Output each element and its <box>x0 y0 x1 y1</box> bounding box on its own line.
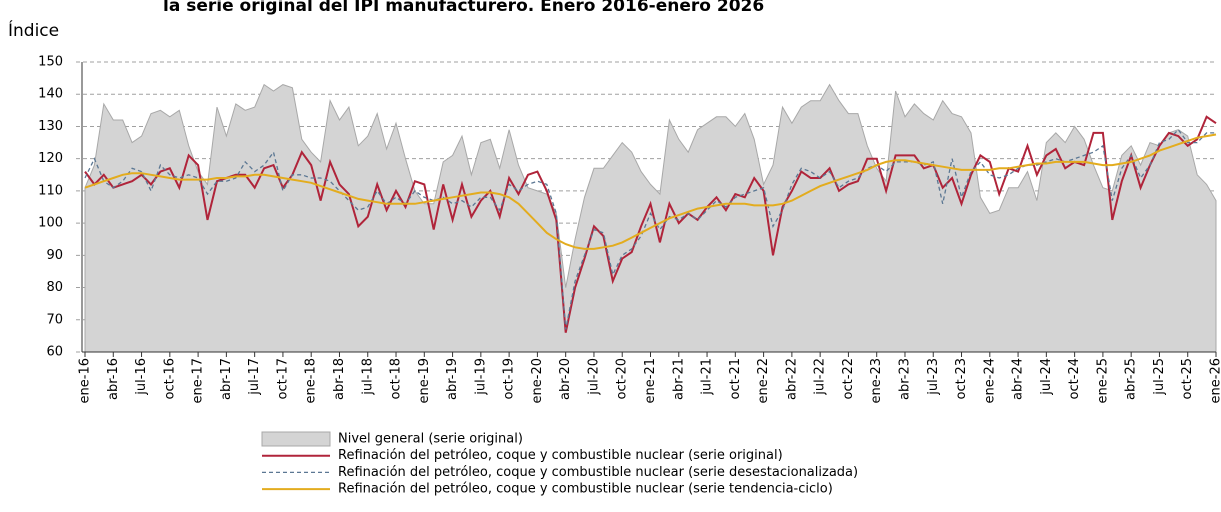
x-tick-label: jul-18 <box>360 358 375 396</box>
y-tick-label: 100 <box>38 216 63 231</box>
x-tick-label: jul-25 <box>1152 358 1167 396</box>
x-tick-label: jul-23 <box>926 358 941 396</box>
x-tick-label: abr-21 <box>671 358 686 400</box>
x-tick-label: ene-16 <box>78 358 93 403</box>
area <box>84 83 1217 353</box>
line <box>84 128 1216 330</box>
x-tick-label: jul-21 <box>700 358 715 396</box>
legend-label: Refinación del petróleo, coque y combust… <box>338 465 858 480</box>
x-tick-label: jul-24 <box>1039 358 1054 396</box>
legend-label: Refinación del petróleo, coque y combust… <box>338 482 833 497</box>
x-tick-label: oct-25 <box>1180 358 1195 399</box>
x-tick-label: abr-18 <box>332 358 347 400</box>
y-tick-label: 140 <box>38 87 63 102</box>
x-tick-label: abr-16 <box>106 358 121 400</box>
x-tick-label: oct-16 <box>162 358 177 399</box>
x-tick-label: oct-24 <box>1067 358 1082 399</box>
x-tick-label: jul-16 <box>134 358 149 396</box>
x-tick-label: oct-23 <box>954 358 969 399</box>
x-tick-label: ene-21 <box>643 358 658 403</box>
x-tick-label: oct-18 <box>389 358 404 399</box>
line <box>84 115 1217 333</box>
y-tick-label: 70 <box>46 312 63 327</box>
x-tick-label: ene-19 <box>417 358 432 403</box>
x-tick-label: abr-25 <box>1124 358 1139 400</box>
x-tick-label: oct-22 <box>841 358 856 399</box>
line <box>84 133 1217 250</box>
y-tick-label: 90 <box>46 248 63 263</box>
x-tick-label: oct-19 <box>502 358 517 399</box>
chart-title: la serie original del IPI manufacturero.… <box>163 0 764 16</box>
x-tick-label: abr-17 <box>219 358 234 400</box>
x-tick-label: ene-24 <box>982 358 997 403</box>
legend-label: Refinación del petróleo, coque y combust… <box>338 448 783 463</box>
x-tick-label: jul-17 <box>247 358 262 396</box>
x-tick-label: ene-22 <box>756 358 771 403</box>
x-tick-label: ene-25 <box>1095 358 1110 403</box>
y-axis-label: Índice <box>8 19 59 41</box>
x-tick-label: abr-24 <box>1011 358 1026 400</box>
x-tick-label: ene-26 <box>1209 358 1221 403</box>
x-tick-label: abr-20 <box>558 358 573 400</box>
x-tick-label: ene-17 <box>191 358 206 403</box>
x-tick-label: ene-20 <box>530 358 545 403</box>
y-tick-label: 110 <box>38 183 63 198</box>
legend-swatch <box>261 431 331 447</box>
y-tick-label: 150 <box>38 55 63 70</box>
legend-label: Nivel general (serie original) <box>338 432 523 447</box>
y-tick-label: 80 <box>46 280 63 295</box>
y-tick-label: 60 <box>46 345 63 360</box>
y-tick-label: 130 <box>38 119 63 134</box>
x-tick-label: jul-22 <box>813 358 828 396</box>
x-tick-label: oct-20 <box>615 358 630 399</box>
y-tick-label: 120 <box>38 151 63 166</box>
x-tick-label: abr-19 <box>445 358 460 400</box>
x-tick-label: oct-17 <box>275 358 290 399</box>
x-tick-label: oct-21 <box>728 358 743 399</box>
x-tick-label: jul-20 <box>586 358 601 396</box>
x-tick-label: ene-18 <box>304 358 319 403</box>
x-tick-label: ene-23 <box>869 358 884 403</box>
x-tick-label: abr-22 <box>784 358 799 400</box>
x-tick-label: abr-23 <box>897 358 912 400</box>
x-tick-label: jul-19 <box>473 358 488 396</box>
